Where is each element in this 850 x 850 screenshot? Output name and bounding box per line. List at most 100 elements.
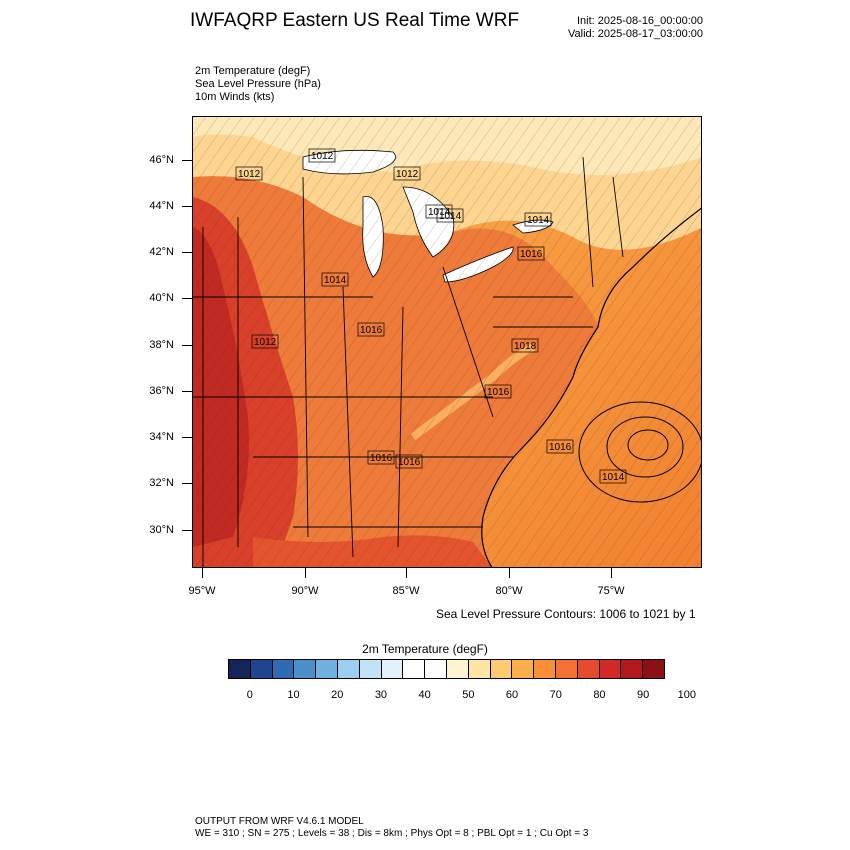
colorbar-label: 20 (331, 689, 344, 701)
colorbar-label: 0 (246, 689, 253, 701)
model-info: OUTPUT FROM WRF V4.6.1 MODEL (195, 816, 364, 827)
colorbar-swatch (446, 660, 469, 678)
lon-tick (202, 568, 203, 578)
lon-tick (305, 568, 306, 578)
field-label-temperature: 2m Temperature (degF) (195, 65, 311, 77)
colorbar-swatch (621, 660, 644, 678)
colorbar-label: 90 (637, 689, 650, 701)
init-time: Init: 2025-08-16_00:00:00 (577, 15, 703, 27)
map-title: IWFAQRP Eastern US Real Time WRF (190, 10, 520, 31)
pressure-label: 1012 (238, 169, 261, 180)
lat-tick (182, 298, 192, 299)
pressure-label-box (511, 338, 539, 353)
pressure-label-box (436, 208, 464, 223)
colorbar-swatch (229, 660, 251, 678)
pressure-label: 1016 (398, 457, 421, 468)
lon-label-90: 90°W (291, 585, 319, 597)
colorbar-swatch (316, 660, 338, 678)
pressure-label-box (357, 322, 385, 337)
pressure-label: 1018 (514, 341, 537, 352)
pressure-label: 1012 (311, 151, 334, 162)
colorbar-swatch (359, 660, 382, 678)
lat-label-38: 38°N (149, 339, 174, 351)
lon-label-85: 85°W (392, 585, 420, 597)
lat-label-30: 30°N (149, 524, 174, 536)
colorbar-label: 60 (505, 689, 519, 701)
lat-tick (182, 437, 192, 438)
lon-label-80: 80°W (495, 585, 523, 597)
pressure-label: 1014 (439, 211, 462, 222)
colorbar-swatch (272, 660, 295, 678)
pressure-label: 1016 (549, 442, 572, 453)
colorbar-label: 30 (374, 689, 388, 701)
colorbar-label: 40 (418, 689, 431, 701)
pressure-label-box (599, 469, 627, 484)
colorbar (228, 659, 665, 679)
colorbar-swatch (555, 660, 578, 678)
pressure-label-box (321, 272, 349, 287)
pressure-label-box (524, 212, 552, 227)
lon-tick (611, 568, 612, 578)
pressure-label: 1016 (360, 325, 383, 336)
colorbar-label: 10 (287, 689, 300, 701)
lat-tick (182, 530, 192, 531)
lon-label-95: 95°W (188, 585, 216, 597)
colorbar-swatch (403, 660, 426, 678)
pressure-label-box (517, 246, 545, 261)
lat-label-36: 36°N (149, 385, 174, 397)
pressure-label: 1016 (520, 249, 543, 260)
lat-tick (182, 160, 192, 161)
colorbar-swatch (577, 660, 600, 678)
colorbar-swatch (381, 660, 404, 678)
pressure-labels: 1012 1012 1014 1012 1014 1016 1014 1012 1016 1014… (235, 148, 627, 484)
lat-label-44: 44°N (149, 200, 174, 212)
colorbar-label: 70 (549, 689, 562, 701)
pressure-label-box (367, 450, 395, 465)
lat-tick (182, 252, 192, 253)
model-settings: WE = 310 ; SN = 275 ; Levels = 38 ; Dis … (195, 828, 589, 839)
field-label-pressure: Sea Level Pressure (hPa) (195, 78, 321, 90)
pressure-label: 1012 (254, 337, 277, 348)
colorbar-label: 80 (593, 689, 606, 701)
lon-tick (406, 568, 407, 578)
colorbar-label: 100 (677, 689, 697, 701)
colorbar-title: 2m Temperature (degF) (362, 642, 488, 656)
colorbar-swatch (250, 660, 273, 678)
map-canvas: 1012 1012 1014 1012 1014 1016 1014 1012 1016 1014… (193, 117, 701, 567)
colorbar-label: 50 (462, 689, 475, 701)
lat-label-32: 32°N (149, 477, 174, 489)
pressure-label: 1014 (324, 275, 347, 286)
pressure-label-box (395, 454, 423, 469)
colorbar-swatch (490, 660, 513, 678)
colorbar-swatch (294, 660, 317, 678)
pressure-label: 1016 (487, 387, 510, 398)
pressure-label: 1012 (396, 169, 419, 180)
lat-label-42: 42°N (149, 246, 174, 258)
colorbar-swatch (599, 660, 622, 678)
pressure-label: 1014 (428, 207, 451, 218)
weather-map: 1012 1012 1014 1012 1014 1016 1014 1012 1016 1014… (192, 116, 702, 568)
colorbar-swatch (534, 660, 556, 678)
pressure-label-box (484, 384, 512, 399)
pressure-label-box (425, 204, 453, 219)
lat-label-34: 34°N (149, 431, 174, 443)
lat-label-40: 40°N (149, 292, 174, 304)
pressure-label: 1016 (370, 453, 393, 464)
low-pressure-center (578, 401, 701, 503)
pressure-label: 1014 (602, 472, 625, 483)
coastline (481, 207, 701, 567)
lat-tick (182, 206, 192, 207)
lat-tick (182, 391, 192, 392)
colorbar-swatch (468, 660, 491, 678)
lat-tick (182, 345, 192, 346)
contour-note: Sea Level Pressure Contours: 1006 to 102… (436, 607, 696, 621)
pressure-label-box (235, 166, 263, 181)
pressure-label-box (546, 439, 574, 454)
colorbar-swatch (512, 660, 535, 678)
colorbar-swatch (337, 660, 360, 678)
colorbar-swatch (425, 660, 447, 678)
lat-tick (182, 483, 192, 484)
field-label-winds: 10m Winds (kts) (195, 91, 275, 103)
pressure-label-box (308, 148, 336, 163)
pressure-label-box (393, 166, 421, 181)
